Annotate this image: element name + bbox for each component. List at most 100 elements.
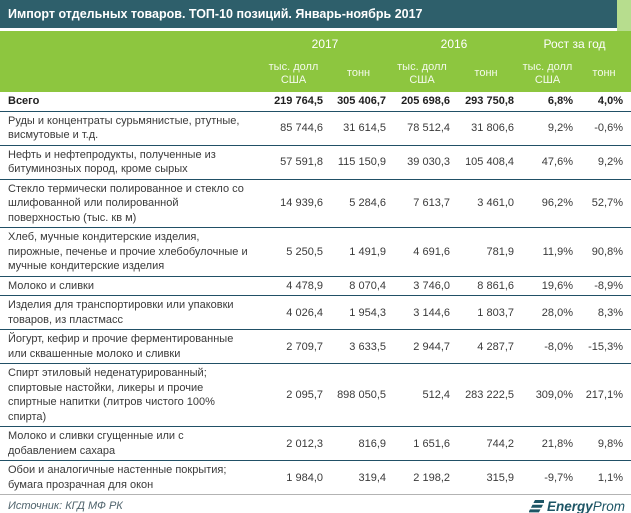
cell-tons-2016: 105 408,4 <box>465 156 514 168</box>
table-row: Нефть и нефтепродукты, полученные из бит… <box>0 146 631 180</box>
table-row: Спирт этиловый неденатурированный; спирт… <box>0 364 631 427</box>
cell-tons-2017: 115 150,9 <box>337 156 386 168</box>
sub-usd-2017: тыс. долл США <box>260 55 327 92</box>
footer: Источник: КГД МФ РК EnergyProm <box>0 495 631 513</box>
cell-tons-2017: 1 954,3 <box>349 306 386 319</box>
cell-tons-2017: 816,9 <box>358 437 386 450</box>
cell-usd-2017: 2 095,7 <box>286 389 323 401</box>
cell-tons-2017: 898 050,5 <box>337 389 386 401</box>
cell-growth-usd: -9,7% <box>544 471 573 484</box>
table-body: Всего 219 764,5 305 406,7 205 698,6 293 … <box>0 92 631 495</box>
cell-growth-usd: 19,6% <box>541 279 573 292</box>
cell-growth-tons: 90,8% <box>591 245 623 258</box>
cell-tons-2017: 305 406,7 <box>337 95 386 108</box>
sub-usd-growth: тыс. долл США <box>518 55 577 92</box>
cell-usd-2016: 2 944,7 <box>413 340 450 353</box>
sub-usd-2016: тыс. долл США <box>390 55 454 92</box>
cell-growth-tons: 52,7% <box>591 197 623 210</box>
sub-tons-2017: тонн <box>346 67 371 79</box>
cell-product-name: Стекло термически полированное и стекло … <box>8 182 244 224</box>
cell-tons-2016: 781,9 <box>486 245 514 258</box>
group-spacer <box>0 31 260 57</box>
cell-usd-2017: 2 012,3 <box>286 437 323 450</box>
sub-usd-line2: США <box>280 73 307 86</box>
cell-usd-2016: 2 198,2 <box>413 471 450 484</box>
table-row: Молоко и сливки 4 478,9 8 070,4 3 746,0 … <box>0 277 631 296</box>
cell-tons-2017: 3 633,5 <box>349 340 386 353</box>
cell-tons-2017: 319,4 <box>358 471 386 484</box>
cell-usd-2017: 57 591,8 <box>280 156 323 168</box>
cell-usd-2017: 4 478,9 <box>286 279 323 292</box>
group-growth: Рост за год <box>543 37 606 51</box>
table-row: Хлеб, мучные кондитерские изделия, пирож… <box>0 228 631 277</box>
cell-product-name: Всего <box>8 95 40 107</box>
cell-tons-2016: 8 861,6 <box>477 279 514 292</box>
cell-growth-usd: 6,8% <box>547 95 573 108</box>
column-sub-row: тыс. долл США тонн тыс. долл США тонн ты… <box>0 55 631 92</box>
logo-text-light: Prom <box>592 498 625 513</box>
cell-growth-usd: 9,2% <box>547 122 573 134</box>
column-group-row: 2017 2016 Рост за год <box>0 31 631 55</box>
source-label: Источник: КГД МФ РК <box>8 500 123 512</box>
cell-product-name: Йогурт, кефир и прочие ферментированные … <box>8 333 234 360</box>
cell-growth-usd: 28,0% <box>541 306 573 319</box>
cell-product-name: Обои и аналогичные настенные покрытия; б… <box>8 464 227 491</box>
cell-growth-usd: 309,0% <box>535 389 573 401</box>
cell-growth-usd: 96,2% <box>541 197 573 210</box>
table-row: Молоко и сливки сгущенные или с добавлен… <box>0 427 631 461</box>
table-row: Руды и концентраты сурьмянистые, ртутные… <box>0 112 631 146</box>
group-2016: 2016 <box>440 37 468 51</box>
sub-usd-line1: тыс. долл <box>268 60 319 73</box>
cell-usd-2016: 3 144,6 <box>413 306 450 319</box>
cell-tons-2016: 293 750,8 <box>465 95 514 108</box>
table-row: Изделия для транспортировки или упаковки… <box>0 296 631 330</box>
cell-growth-tons: 9,8% <box>597 437 623 450</box>
table-row: Йогурт, кефир и прочие ферментированные … <box>0 330 631 364</box>
cell-usd-2017: 219 764,5 <box>274 95 323 108</box>
cell-product-name: Молоко и сливки сгущенные или с добавлен… <box>8 430 184 457</box>
cell-growth-usd: -8,0% <box>544 340 573 353</box>
top-zone: Импорт отдельных товаров. ТОП-10 позиций… <box>0 0 631 31</box>
cell-tons-2016: 283 222,5 <box>465 389 514 401</box>
cell-usd-2017: 1 984,0 <box>286 471 323 484</box>
table-row: Стекло термически полированное и стекло … <box>0 180 631 228</box>
cell-usd-2016: 4 691,6 <box>413 245 450 258</box>
logo-text-bold: Energy <box>546 498 593 513</box>
cell-growth-tons: -0,6% <box>594 122 623 134</box>
group-2017: 2017 <box>311 37 339 51</box>
sub-usd-line2: США <box>534 73 561 86</box>
column-header: 2017 2016 Рост за год тыс. долл США тонн… <box>0 31 631 92</box>
cell-usd-2017: 85 744,6 <box>280 122 323 134</box>
cell-tons-2016: 31 806,6 <box>471 122 514 134</box>
cell-tons-2017: 31 614,5 <box>343 122 386 134</box>
cell-tons-2016: 1 803,7 <box>477 306 514 319</box>
logo-text: EnergyProm <box>547 499 625 513</box>
sub-tons-growth: тонн <box>592 67 616 79</box>
cell-tons-2017: 1 491,9 <box>349 245 386 258</box>
cell-usd-2017: 4 026,4 <box>286 306 323 319</box>
cell-growth-tons: 8,3% <box>597 306 623 319</box>
cell-usd-2017: 2 709,7 <box>286 340 323 353</box>
cell-growth-tons: 4,0% <box>597 95 623 108</box>
cell-product-name: Спирт этиловый неденатурированный; спирт… <box>8 367 215 423</box>
cell-tons-2017: 5 284,6 <box>349 197 386 210</box>
cell-tons-2016: 4 287,7 <box>477 340 514 353</box>
cell-usd-2016: 39 030,3 <box>407 156 450 168</box>
corner-strip <box>617 0 631 31</box>
cell-tons-2016: 744,2 <box>486 437 514 450</box>
cell-product-name: Молоко и сливки <box>8 279 94 292</box>
cell-product-name: Изделия для транспортировки или упаковки… <box>8 299 234 326</box>
sub-usd-line1: тыс. долл <box>397 60 447 73</box>
cell-product-name: Хлеб, мучные кондитерские изделия, пирож… <box>8 231 248 272</box>
cell-growth-usd: 21,8% <box>541 437 573 450</box>
sub-usd-line2: США <box>409 73 435 86</box>
cell-usd-2016: 3 746,0 <box>413 279 450 292</box>
cell-tons-2016: 315,9 <box>486 471 514 484</box>
cell-growth-usd: 47,6% <box>541 156 573 168</box>
cell-tons-2017: 8 070,4 <box>349 279 386 292</box>
cell-product-name: Руды и концентраты сурьмянистые, ртутные… <box>8 114 240 142</box>
sub-spacer <box>0 55 260 92</box>
energyprom-logo: EnergyProm <box>528 499 625 513</box>
cell-usd-2016: 1 651,6 <box>413 437 450 450</box>
